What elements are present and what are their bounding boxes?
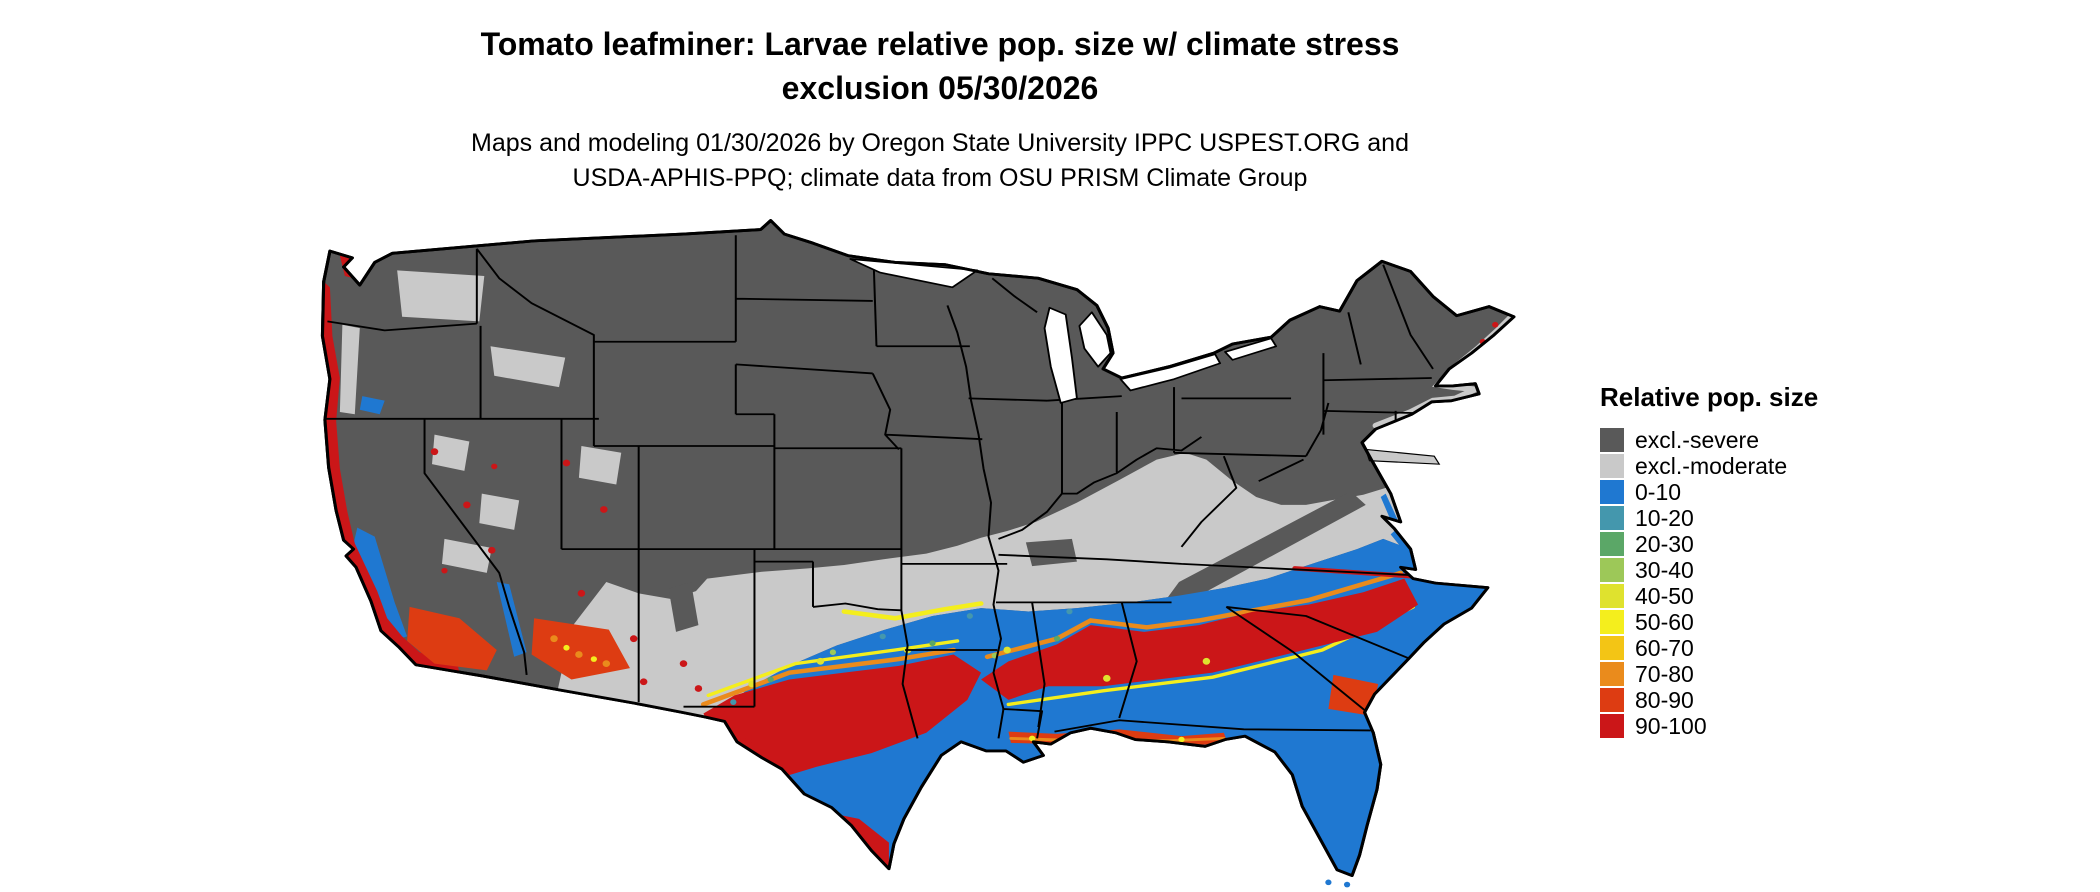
fringe-orange-texas [700,647,957,707]
speckle-dots [430,321,1499,758]
legend-item-label: excl.-severe [1635,427,1759,453]
map-subtitle: Maps and modeling 01/30/2026 by Oregon S… [0,126,1880,196]
legend-item-label: 50-60 [1635,609,1694,635]
legend-item-label: 40-50 [1635,583,1694,609]
region-pop-90-100 [322,255,1419,869]
fringe-yellow-oklahoma [841,601,984,621]
legend-swatch [1600,454,1624,478]
lake-michigan [1043,306,1078,404]
us-outline-stroke [320,219,1516,877]
legend-item: 30-40 [1600,557,1818,583]
legend-swatch [1600,610,1624,634]
legend-item: excl.-moderate [1600,453,1818,479]
legend-item: 50-60 [1600,609,1818,635]
legend-item: excl.-severe [1600,427,1818,453]
legend-item-label: 80-90 [1635,687,1694,713]
legend-item-label: 10-20 [1635,505,1694,531]
legend-item: 0-10 [1600,479,1818,505]
great-lakes [849,258,1278,404]
legend-item-label: 30-40 [1635,557,1694,583]
map-subtitle-line2: USDA-APHIS-PPQ; climate data from OSU PR… [572,164,1308,192]
fringe-gold-florida-east [1234,765,1283,835]
florida-keys [1325,879,1351,888]
legend: Relative pop. size excl.-severe excl.-mod… [1600,382,1818,739]
map-title-line2: exclusion 05/30/2026 [781,70,1099,106]
region-pop-0-10 [353,396,1488,876]
legend-title: Relative pop. size [1600,382,1819,412]
legend-item: 70-80 [1600,661,1818,687]
legend-item-label: 60-70 [1635,635,1694,661]
fringe-orange-gulf-coast [1009,736,1226,743]
legend-item-label: 70-80 [1635,661,1694,687]
legend-item: 80-90 [1600,687,1818,713]
legend-item: 60-70 [1600,635,1818,661]
map-title-line1: Tomato leafminer: Larvae relative pop. s… [480,26,1400,62]
region-excl-moderate [339,270,1446,759]
legend-swatch [1600,480,1624,504]
legend-item: 10-20 [1600,505,1818,531]
legend-swatch [1600,532,1624,556]
legend-swatch [1600,558,1624,582]
legend-item: 20-30 [1600,531,1818,557]
lake-huron [1078,311,1112,368]
state-borders [326,235,1434,739]
legend-item-label: 20-30 [1635,531,1694,557]
legend-swatch [1600,688,1624,712]
legend-swatch [1600,428,1624,452]
map-subtitle-line1: Maps and modeling 01/30/2026 by Oregon S… [471,129,1409,157]
legend-swatch [1600,506,1624,530]
legend-swatch [1600,662,1624,686]
us-map-container [310,208,1555,888]
legend-swatch [1600,714,1624,738]
long-island [1364,448,1441,465]
map-title: Tomato leafminer: Larvae relative pop. s… [0,22,1880,110]
fringe-yellow-texas [706,639,960,698]
lake-ontario [1224,337,1278,361]
legend-swatch [1600,636,1624,660]
legend-item: 40-50 [1600,583,1818,609]
legend-item: 90-100 [1600,713,1818,739]
legend-item-label: 0-10 [1635,479,1682,505]
legend-items: excl.-severe excl.-moderate 0-10 10-20 20-30… [1600,427,1818,739]
us-map [320,219,1516,888]
legend-swatch [1600,584,1624,608]
legend-item-label: excl.-moderate [1635,453,1788,479]
lake-superior [849,258,979,289]
legend-item-label: 90-100 [1635,713,1707,739]
